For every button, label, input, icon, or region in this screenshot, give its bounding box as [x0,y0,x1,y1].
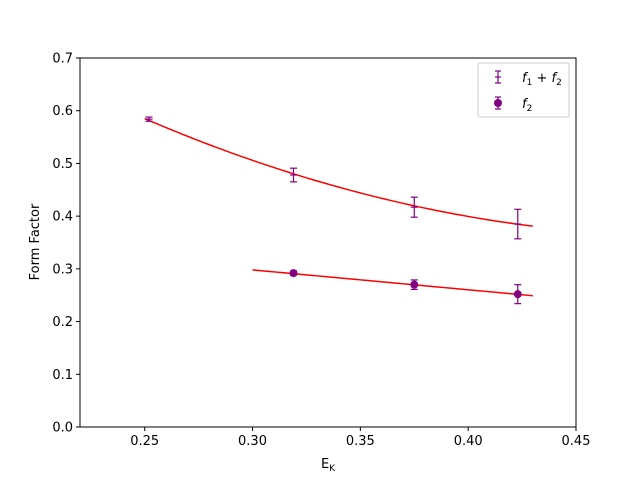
data-point-series-2 [410,279,419,291]
data-point-series-1 [289,167,297,183]
data-point-series-1 [410,196,418,218]
y-tick-label: 0.1 [52,368,73,383]
y-tick-label: 0.7 [52,52,73,67]
fit-f2-curve [252,269,533,297]
data-point-series-2 [289,269,298,278]
legend-label: f2 [522,97,532,114]
plot-area [144,116,533,305]
y-tick-label: 0.2 [52,315,73,330]
x-tick-label: 0.25 [130,434,159,449]
fit-f1-f2-curve [144,117,533,227]
data-point-series-1 [514,208,522,240]
legend-entry-1: f1 + f2 [495,70,562,88]
data-point-series-2 [513,284,522,305]
axes: 0.25 0.30 0.35 0.40 0.45 0.0 0.1 0.2 0.3 0.4 0.5 0.… [52,52,590,450]
legend: f1 + f2 f2 [477,62,570,118]
x-tick-label: 0.40 [454,434,483,449]
data-point-series-1 [145,116,153,122]
legend-marker [494,99,502,107]
x-axis-label: EK [321,457,336,474]
point-marker [410,280,419,289]
y-tick-label: 0.0 [52,421,73,436]
y-tick-label: 0.3 [52,262,73,277]
x-tick-label: 0.30 [238,434,267,449]
point-marker [289,269,298,278]
y-axis-label: Form Factor [28,203,43,280]
point-marker [513,290,522,299]
y-tick-label: 0.5 [52,157,73,172]
x-tick-label: 0.45 [562,434,591,449]
y-tick-label: 0.4 [52,210,73,225]
legend-label: f1 + f2 [522,71,562,88]
legend-entry-2: f2 [494,96,532,114]
axes-frame [79,57,577,428]
x-tick-label: 0.35 [346,434,375,449]
y-tick-label: 0.6 [52,104,73,119]
